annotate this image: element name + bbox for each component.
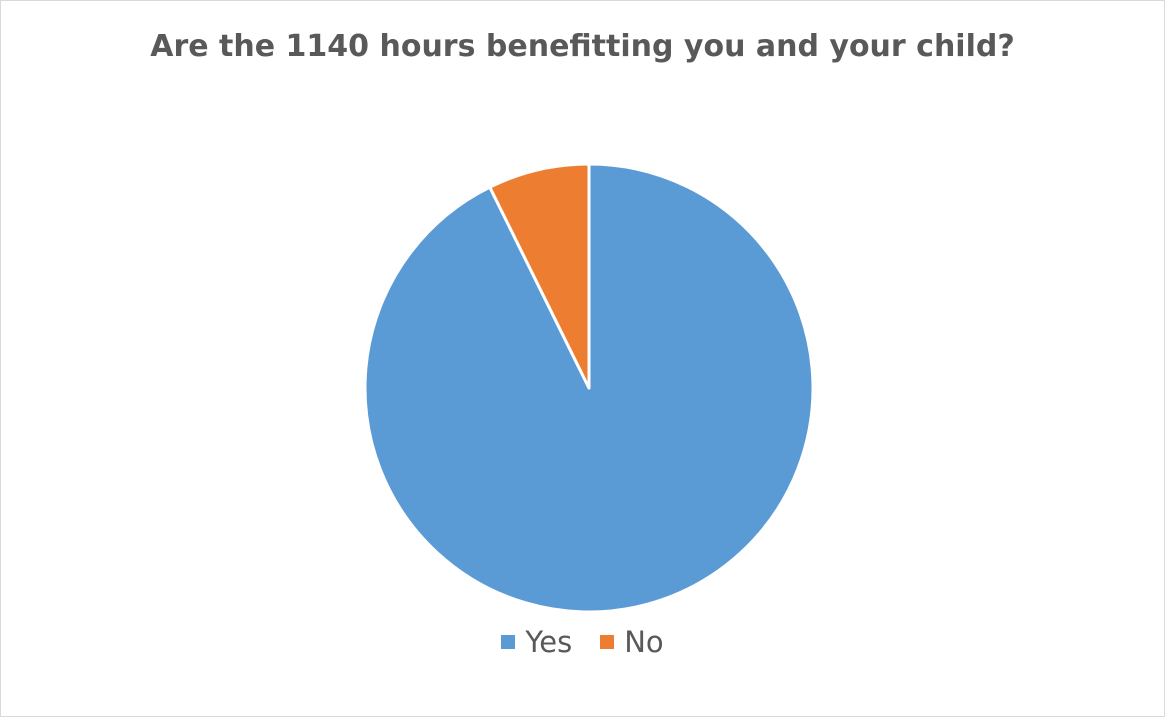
- legend-item-yes: Yes: [501, 625, 572, 659]
- legend-swatch-no: [600, 635, 615, 649]
- legend: Yes No: [1, 625, 1164, 659]
- legend-label-no: No: [624, 625, 664, 659]
- pie-slice-no: [488, 162, 591, 390]
- chart-title: Are the 1140 hours benefitting you and y…: [150, 29, 1015, 64]
- legend-swatch-yes: [501, 635, 516, 649]
- legend-label-yes: Yes: [525, 625, 573, 659]
- legend-item-no: No: [600, 625, 664, 659]
